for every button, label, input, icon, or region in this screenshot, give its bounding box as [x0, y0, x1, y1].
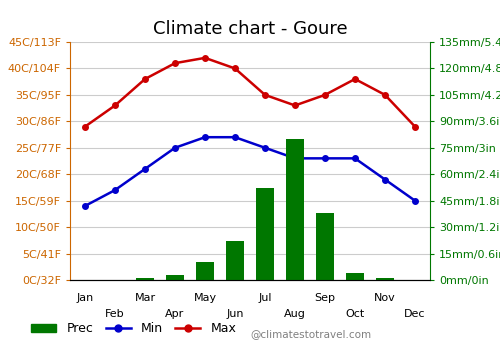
Max: [322, 93, 328, 97]
Bar: [376, 278, 394, 280]
Bar: [286, 139, 304, 280]
Max: [82, 125, 88, 129]
Min: [82, 204, 88, 208]
Bar: [346, 273, 364, 280]
Text: Dec: Dec: [404, 309, 426, 319]
Text: Feb: Feb: [105, 309, 125, 319]
Text: Jun: Jun: [226, 309, 244, 319]
Max: [202, 56, 208, 60]
Min: [412, 198, 418, 203]
Text: Oct: Oct: [346, 309, 364, 319]
Min: [232, 135, 238, 139]
Bar: [256, 188, 274, 280]
Text: Mar: Mar: [134, 293, 156, 303]
Text: May: May: [194, 293, 216, 303]
Min: [172, 146, 178, 150]
Bar: [226, 241, 244, 280]
Max: [262, 93, 268, 97]
Text: Apr: Apr: [166, 309, 184, 319]
Title: Climate chart - Goure: Climate chart - Goure: [152, 20, 348, 38]
Bar: [316, 213, 334, 280]
Text: Nov: Nov: [374, 293, 396, 303]
Bar: [136, 278, 154, 280]
Max: [352, 77, 358, 81]
Min: [322, 156, 328, 160]
Min: [142, 167, 148, 171]
Text: Sep: Sep: [314, 293, 336, 303]
Min: [112, 188, 118, 192]
Bar: [166, 275, 184, 280]
Max: [232, 66, 238, 71]
Min: [352, 156, 358, 160]
Min: [202, 135, 208, 139]
Text: @climatestotravel.com: @climatestotravel.com: [250, 329, 371, 340]
Line: Max: Max: [82, 55, 418, 130]
Min: [262, 146, 268, 150]
Max: [292, 103, 298, 107]
Max: [142, 77, 148, 81]
Min: [292, 156, 298, 160]
Text: Aug: Aug: [284, 309, 306, 319]
Min: [382, 177, 388, 182]
Max: [382, 93, 388, 97]
Max: [172, 61, 178, 65]
Bar: [196, 262, 214, 280]
Legend: Prec, Min, Max: Prec, Min, Max: [26, 317, 241, 340]
Text: Jul: Jul: [258, 293, 272, 303]
Line: Min: Min: [82, 134, 418, 209]
Max: [112, 103, 118, 107]
Max: [412, 125, 418, 129]
Text: Jan: Jan: [76, 293, 94, 303]
